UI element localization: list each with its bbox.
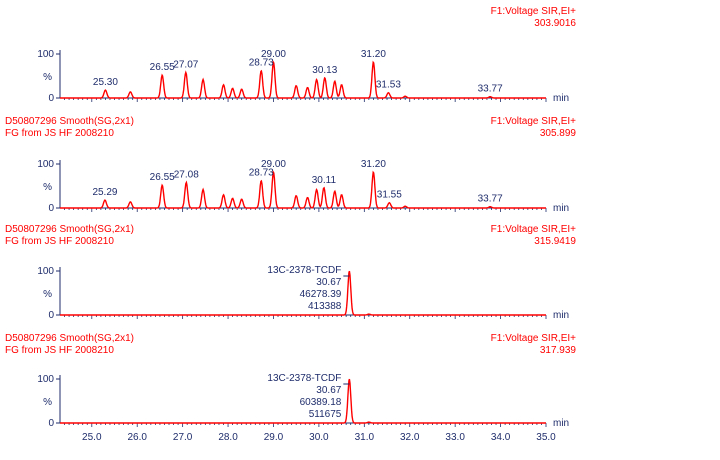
mass-label: 317.939 xyxy=(540,345,577,356)
peak-label: 30.11 xyxy=(312,175,337,186)
peak-label: 26.55 xyxy=(150,172,175,183)
function-label: F1:Voltage SIR,EI+ xyxy=(491,116,576,127)
trace-line xyxy=(60,60,546,99)
y-tick-label: 100 xyxy=(37,49,54,60)
y-tick-label: 0 xyxy=(48,310,54,321)
y-tick-label: 0 xyxy=(48,418,54,429)
y-tick-label: 0 xyxy=(48,203,54,214)
y-tick-label: 100 xyxy=(37,159,54,170)
peak-label: 31.55 xyxy=(377,190,402,201)
y-tick-label: 0 xyxy=(48,93,54,104)
sample-desc-label: FG from JS HF 2008210 xyxy=(5,128,114,139)
mass-label: 303.9016 xyxy=(534,18,576,29)
x-tick-label: 30.0 xyxy=(309,432,329,443)
peak-label: 30.13 xyxy=(312,65,337,76)
peak-annotation: 13C-2378-TCDF xyxy=(267,373,341,384)
peak-annotation: 30.67 xyxy=(316,277,341,288)
y-tick-label: 100 xyxy=(37,266,54,277)
peak-label: 31.20 xyxy=(361,159,386,170)
x-tick-label: 34.0 xyxy=(491,432,511,443)
peak-annotation: 46278.39 xyxy=(300,289,342,300)
y-tick-label: 100 xyxy=(37,374,54,385)
peak-label: 31.20 xyxy=(361,49,386,60)
x-tick-label: 26.0 xyxy=(127,432,147,443)
peak-annotation: 60389.18 xyxy=(300,397,342,408)
peak-label: 26.55 xyxy=(150,62,175,73)
y-tick-label: % xyxy=(43,289,52,300)
x-tick-label: 25.0 xyxy=(82,432,102,443)
x-unit-label: min xyxy=(553,93,569,104)
mass-label: 315.9419 xyxy=(534,236,576,247)
x-tick-label: 32.0 xyxy=(400,432,420,443)
x-tick-label: 33.0 xyxy=(445,432,465,443)
x-tick-label: 31.0 xyxy=(355,432,375,443)
trace-line xyxy=(60,270,546,316)
peak-label: 33.77 xyxy=(478,194,503,205)
peak-label: 29.00 xyxy=(261,49,286,60)
sample-id-label: D50807296 Smooth(SG,2x1) xyxy=(5,333,134,344)
peak-label: 27.08 xyxy=(174,169,199,180)
x-unit-label: min xyxy=(553,418,569,429)
sample-id-label: D50807296 Smooth(SG,2x1) xyxy=(5,224,134,235)
y-tick-label: % xyxy=(43,397,52,408)
x-tick-label: 28.0 xyxy=(218,432,238,443)
y-tick-label: % xyxy=(43,182,52,193)
peak-label: 25.29 xyxy=(92,187,117,198)
peak-label: 31.53 xyxy=(376,80,401,91)
peak-annotation: 30.67 xyxy=(316,385,341,396)
peak-label: 29.00 xyxy=(261,159,286,170)
sample-desc-label: FG from JS HF 2008210 xyxy=(5,345,114,356)
peak-label: 27.07 xyxy=(173,59,198,70)
x-unit-label: min xyxy=(553,203,569,214)
x-tick-label: 27.0 xyxy=(173,432,193,443)
trace-line xyxy=(60,170,546,209)
peak-annotation: 13C-2378-TCDF xyxy=(267,265,341,276)
peak-label: 28.73 xyxy=(249,58,274,69)
trace-line xyxy=(60,378,546,424)
peak-annotation: 413388 xyxy=(308,301,342,312)
peak-label: 33.77 xyxy=(478,84,503,95)
mass-label: 305.899 xyxy=(540,128,577,139)
peak-label: 25.30 xyxy=(93,77,118,88)
peak-label: 28.73 xyxy=(249,168,274,179)
peak-annotation: 511675 xyxy=(309,409,342,420)
function-label: F1:Voltage SIR,EI+ xyxy=(491,333,576,344)
function-label: F1:Voltage SIR,EI+ xyxy=(491,6,576,17)
x-unit-label: min xyxy=(553,310,569,321)
x-tick-label: 35.0 xyxy=(536,432,556,443)
sample-id-label: D50807296 Smooth(SG,2x1) xyxy=(5,116,134,127)
function-label: F1:Voltage SIR,EI+ xyxy=(491,224,576,235)
y-tick-label: % xyxy=(43,72,52,83)
sample-desc-label: FG from JS HF 2008210 xyxy=(5,236,114,247)
x-tick-label: 29.0 xyxy=(264,432,284,443)
